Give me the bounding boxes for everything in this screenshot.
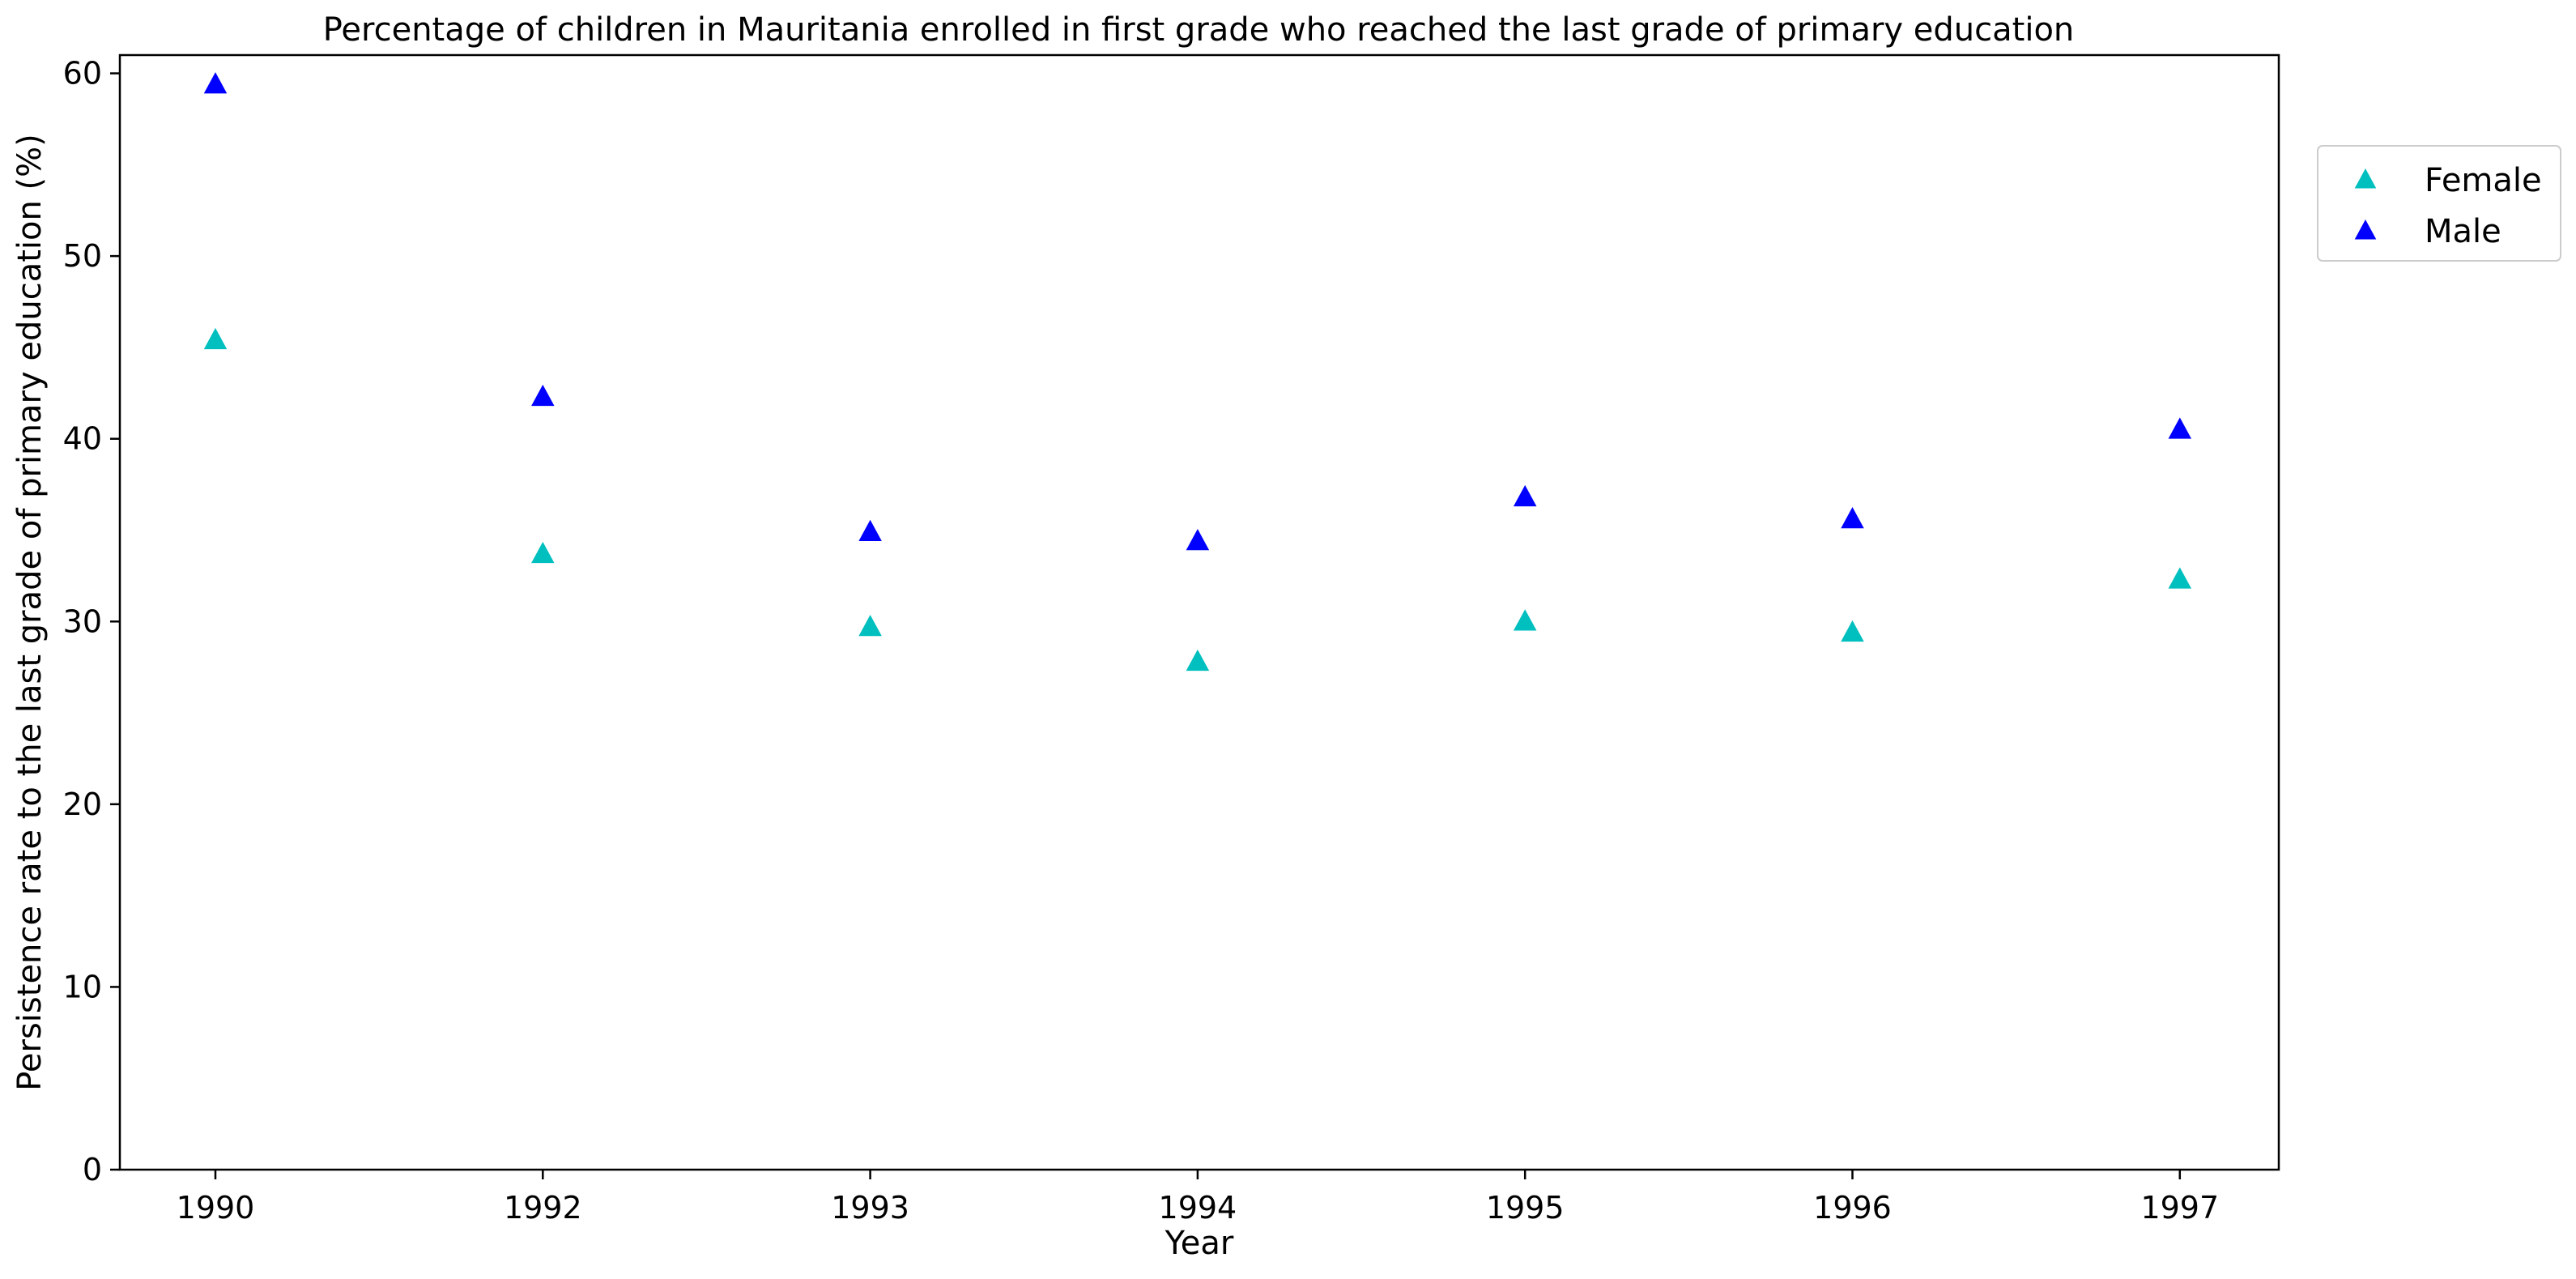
- series-female: [203, 327, 2192, 671]
- legend-marker-female: [2354, 168, 2377, 189]
- data-point: [531, 384, 555, 407]
- x-tick-label: 1993: [831, 1190, 909, 1226]
- x-tick-label: 1997: [2140, 1190, 2219, 1226]
- data-point: [1513, 484, 1537, 507]
- y-tick-label: 30: [63, 603, 102, 639]
- legend-marker-male: [2354, 220, 2377, 240]
- y-tick-label: 50: [63, 238, 102, 274]
- legend-box: [2317, 145, 2561, 262]
- data-point: [203, 327, 228, 350]
- y-tick-label: 60: [63, 56, 102, 92]
- legend-label-male: Male: [2425, 213, 2501, 250]
- data-point: [1841, 620, 1864, 642]
- x-tick-label: 1994: [1159, 1190, 1237, 1226]
- data-point: [2168, 417, 2192, 439]
- data-point: [1186, 529, 1210, 551]
- data-point: [1186, 649, 1210, 671]
- x-tick-label: 1996: [1813, 1190, 1892, 1226]
- data-point: [531, 541, 555, 564]
- y-tick-label: 40: [63, 421, 102, 457]
- plot-frame: [118, 53, 2280, 1171]
- x-tick-label: 1990: [177, 1190, 255, 1226]
- y-tick-label: 10: [63, 969, 102, 1004]
- x-tick-label: 1995: [1486, 1190, 1565, 1226]
- chart-title: Percentage of children in Mauritania enr…: [323, 11, 2075, 49]
- data-point: [858, 519, 882, 541]
- data-point: [858, 615, 882, 637]
- data-point: [1513, 609, 1537, 631]
- y-tick-label: 0: [83, 1152, 102, 1187]
- legend-label-female: Female: [2425, 162, 2542, 199]
- x-tick-label: 1992: [504, 1190, 582, 1226]
- y-axis: 0 10 20 30 40 50 60: [63, 56, 120, 1187]
- data-point: [2168, 567, 2192, 589]
- x-axis: 1990 1992 1993 1994 1995 1996 1997: [177, 1170, 2219, 1226]
- x-axis-label: Year: [1165, 1225, 1234, 1262]
- data-markers: [203, 72, 2192, 671]
- legend: Female Male: [2317, 145, 2561, 262]
- y-axis-label: Persistence rate to the last grade of pr…: [11, 134, 49, 1091]
- data-point: [203, 72, 228, 94]
- data-point: [1841, 506, 1864, 529]
- y-tick-label: 20: [63, 787, 102, 822]
- series-male: [203, 72, 2192, 551]
